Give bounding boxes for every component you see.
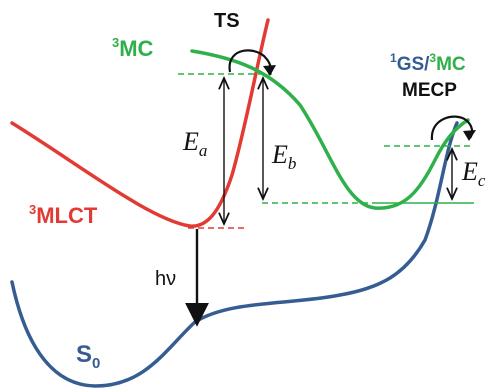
ts-label: TS [214,10,240,32]
mecp-curved-arrowhead [463,130,476,141]
ec-label: Ec [461,157,486,190]
s0-label: S0 [76,341,100,372]
ea-label: Ea [182,127,207,160]
hv-label: hν [155,268,176,290]
eb-label: Eb [271,140,296,173]
mc-label: 3MC [112,35,154,61]
mlct-label: 3MLCT [29,202,98,228]
mecp-label: MECP [402,80,457,101]
mecp-top-label: 1GS/3MC [390,51,466,75]
s0-curve [10,121,459,388]
ts-curved-arrowhead [263,65,276,76]
mlct-curve [10,18,270,228]
